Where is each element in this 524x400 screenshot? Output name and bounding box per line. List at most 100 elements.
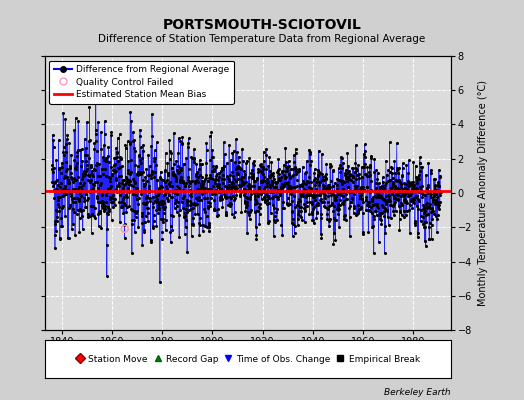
Point (294, 211, 302, 217)
Point (391, 170, 399, 176)
Point (260, 174, 268, 180)
Point (313, 166, 322, 173)
Point (105, 206, 114, 212)
Point (111, 195, 119, 202)
Point (194, 174, 202, 180)
Point (91, 166, 100, 173)
Point (129, 183, 138, 189)
Point (208, 168, 216, 174)
Point (142, 195, 150, 202)
Point (428, 204, 436, 211)
Point (379, 178, 388, 185)
Point (62, 148, 70, 155)
Point (219, 188, 227, 194)
Point (370, 201, 379, 207)
Point (97, 146, 105, 152)
Point (193, 177, 201, 183)
Point (115, 198, 124, 205)
Point (51, 218, 59, 224)
Point (430, 176, 438, 182)
Point (138, 210, 147, 216)
Point (289, 172, 298, 178)
Point (158, 201, 167, 208)
Point (52, 178, 61, 184)
Point (150, 158, 158, 164)
Point (65, 179, 73, 186)
Point (341, 212, 349, 218)
Point (372, 193, 380, 200)
Point (58, 222, 67, 229)
Point (296, 182, 304, 188)
Point (311, 197, 319, 203)
Point (167, 193, 176, 200)
Point (328, 190, 336, 196)
Point (398, 172, 406, 179)
Point (241, 198, 249, 204)
Point (222, 195, 231, 201)
Point (313, 209, 321, 216)
Point (68, 188, 77, 194)
Point (303, 199, 311, 205)
Point (237, 209, 246, 215)
Point (144, 172, 152, 178)
Point (153, 196, 161, 202)
Point (200, 186, 208, 192)
Point (346, 199, 355, 205)
Point (331, 197, 339, 203)
Point (292, 171, 300, 177)
Point (90, 212, 98, 219)
Point (414, 172, 423, 178)
Point (236, 183, 244, 189)
Point (132, 192, 140, 199)
Point (181, 182, 189, 189)
Point (425, 189, 434, 196)
Point (148, 133, 156, 140)
Point (260, 197, 269, 204)
Point (74, 186, 83, 192)
Point (196, 172, 205, 178)
Point (361, 148, 369, 154)
Point (125, 179, 133, 186)
Point (278, 169, 286, 175)
Point (107, 129, 116, 136)
Point (188, 155, 196, 161)
Point (411, 162, 420, 169)
Point (253, 190, 261, 196)
Point (408, 179, 417, 186)
Point (354, 162, 363, 168)
Point (391, 183, 400, 189)
Point (176, 164, 184, 171)
Point (390, 212, 398, 218)
Point (88, 230, 96, 236)
Point (389, 178, 397, 185)
Point (274, 194, 282, 200)
Point (355, 206, 363, 212)
Point (213, 213, 221, 220)
Point (135, 195, 143, 202)
Point (61, 116, 69, 122)
Point (166, 179, 174, 185)
Point (201, 184, 209, 191)
Point (377, 220, 386, 227)
Point (228, 192, 237, 199)
Point (156, 200, 165, 207)
Point (181, 213, 190, 219)
Point (232, 178, 241, 185)
Point (348, 173, 357, 179)
Point (385, 196, 394, 202)
Point (64, 235, 73, 241)
Point (427, 208, 435, 215)
Point (286, 166, 294, 172)
Point (152, 177, 161, 183)
Point (418, 183, 426, 190)
Point (209, 154, 217, 160)
Point (178, 133, 187, 140)
Point (296, 198, 304, 204)
Point (67, 190, 75, 196)
Point (59, 203, 67, 209)
Point (277, 174, 285, 181)
Point (167, 150, 176, 156)
Point (69, 209, 78, 215)
Point (89, 173, 97, 179)
Point (192, 188, 201, 195)
